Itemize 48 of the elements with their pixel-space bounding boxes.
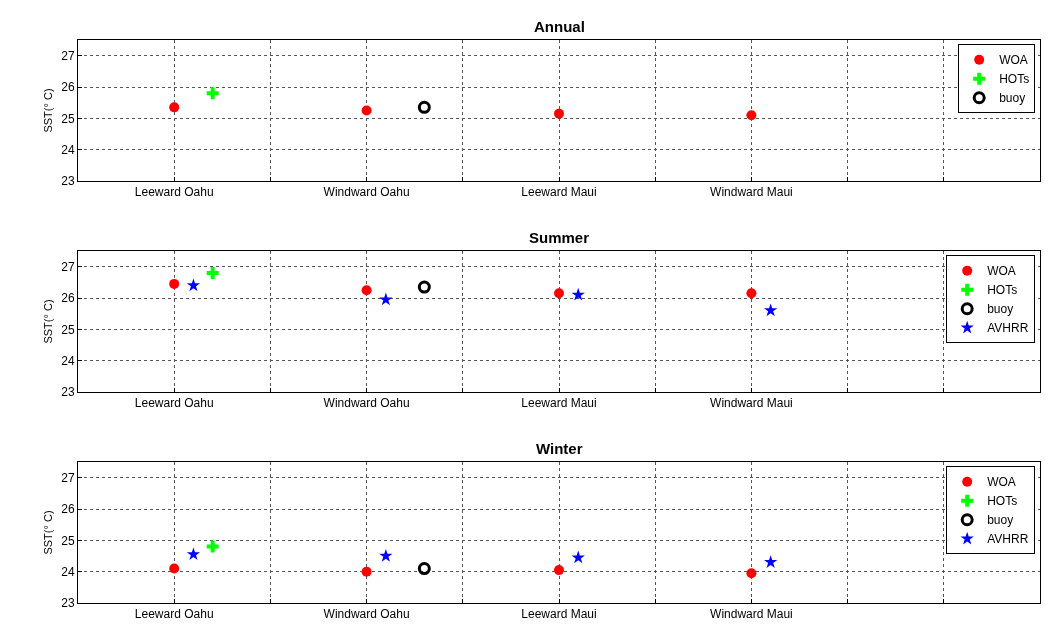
x-tick-label: Leeward Oahu [134, 396, 214, 411]
y-tick-label: 23 [61, 174, 75, 189]
legend-label: WOA [987, 475, 1016, 490]
chart-title: Summer [529, 229, 590, 246]
y-axis-title: SST(° C) [41, 299, 54, 344]
legend-label: AVHRR [987, 321, 1029, 336]
x-tick-label: Windward Maui [710, 396, 793, 411]
x-tick-label: Leeward Maui [521, 396, 597, 411]
y-tick-label: 25 [61, 322, 75, 337]
y-tick-label: 24 [61, 564, 75, 579]
y-tick-label: 27 [61, 48, 75, 63]
x-tick-label: Windward Oahu [323, 396, 410, 411]
legend-label: WOA [987, 264, 1016, 279]
legend-label: HOTs [987, 494, 1018, 509]
y-tick-label: 23 [61, 596, 75, 611]
x-tick-label: Windward Maui [710, 607, 793, 622]
y-tick-label: 24 [61, 142, 75, 157]
x-tick-label: Windward Oahu [323, 185, 410, 200]
y-tick-label: 26 [61, 291, 75, 306]
legend-label: WOA [999, 53, 1028, 68]
y-tick-label: 25 [61, 533, 75, 548]
point [554, 108, 564, 119]
y-tick-label: 24 [61, 353, 75, 368]
chart-title: Annual [534, 18, 585, 35]
y-tick-label: 27 [61, 470, 75, 485]
legend-label: AVHRR [987, 532, 1029, 547]
x-tick-label: Windward Oahu [323, 607, 410, 622]
legend-label: buoy [987, 302, 1014, 317]
y-axis-title: SST(° C) [41, 88, 54, 133]
point [169, 102, 180, 113]
legend-label: buoy [999, 91, 1026, 106]
point [361, 105, 372, 116]
y-tick-label: 26 [61, 502, 75, 517]
point [746, 110, 757, 121]
chart-title: Winter [536, 440, 583, 457]
legend-label: buoy [987, 513, 1014, 528]
x-tick-label: Leeward Maui [521, 185, 597, 200]
y-tick-label: 27 [61, 259, 75, 274]
legend-label: HOTs [987, 283, 1018, 298]
x-tick-label: Leeward Oahu [134, 185, 214, 200]
x-tick-label: Leeward Maui [521, 607, 597, 622]
x-tick-label: Leeward Oahu [134, 607, 214, 622]
x-tick-label: Windward Maui [710, 185, 793, 200]
legend-label: HOTs [999, 72, 1030, 87]
y-tick-label: 25 [61, 111, 75, 126]
y-axis-title: SST(° C) [41, 510, 54, 555]
y-tick-label: 26 [61, 80, 75, 95]
y-tick-label: 23 [61, 385, 75, 400]
